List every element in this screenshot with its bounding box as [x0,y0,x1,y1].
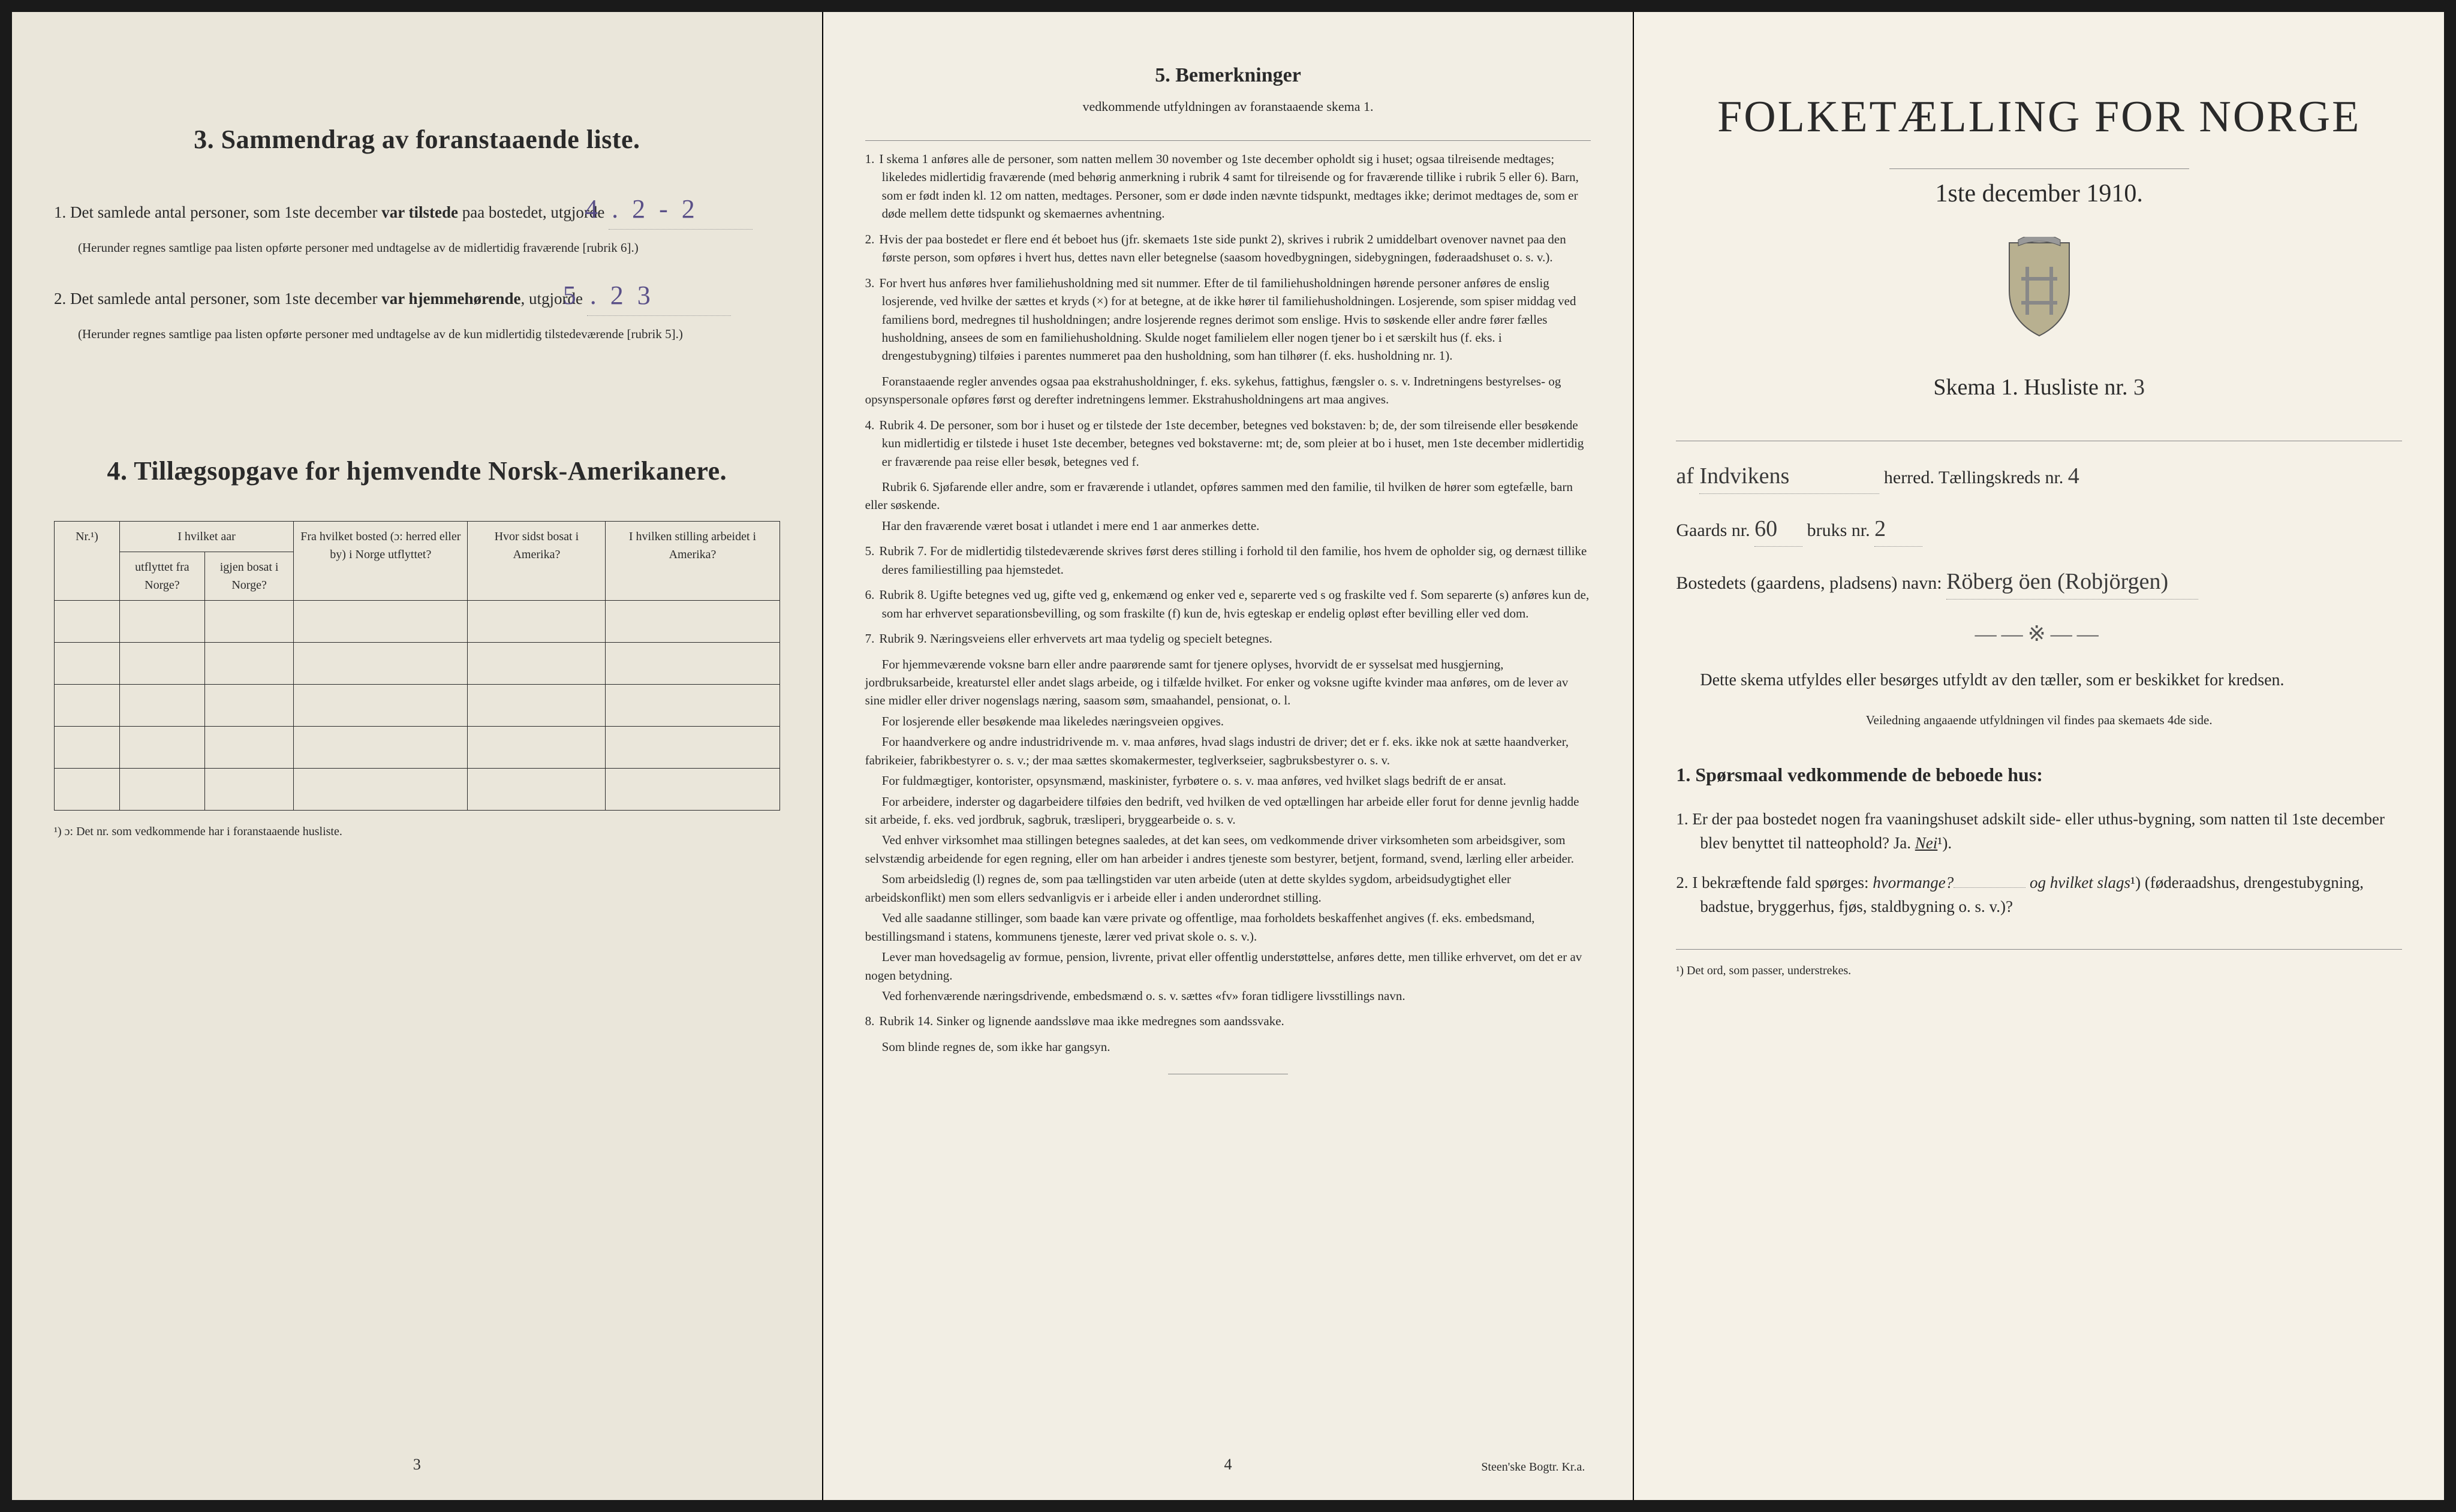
text: 1. Det samlede antal personer, som 1ste … [54,203,381,221]
text: herred. Tællingskreds nr. [1884,468,2063,487]
text: ¹). [1937,834,1952,852]
document-spread: 3. Sammendrag av foranstaaende liste. 1.… [12,12,2444,1500]
remark-7b: For hjemmeværende voksne barn eller andr… [865,655,1591,710]
nei-underlined: Nei [1915,834,1938,852]
remark-7k: Ved forhenværende næringsdrivende, embed… [865,987,1591,1005]
text-italic: hvilket slags [2050,874,2130,891]
th-igjen: igjen bosat i Norge? [205,552,294,601]
remark-8a: Rubrik 14. Sinker og lignende aandssløve… [879,1014,1284,1028]
remark-6: Rubrik 8. Ugifte betegnes ved ug, gifte … [879,588,1589,620]
text-bold: var hjemmehørende [381,290,520,308]
summary-item-2: 2. Det samlede antal personer, som 1ste … [54,276,780,344]
table-row [55,727,780,769]
instruction-2: Veiledning angaaende utfyldningen vil fi… [1676,711,2402,730]
section-4-title: 4. Tillægsopgave for hjemvendte Norsk-Am… [54,451,780,491]
handwritten-value-2: 5 . 2 3 [587,276,731,316]
footnote-4: ¹) ɔ: Det nr. som vedkommende har i fora… [54,823,780,841]
th-sidst: Hvor sidst bosat i Amerika? [468,522,606,601]
remark-7i: Ved alle saadanne stillinger, som baade … [865,909,1591,945]
census-title: FOLKETÆLLING FOR NORGE [1676,84,2402,150]
publisher: Steen'ske Bogtr. Kr.a. [1481,1458,1585,1476]
remark-8b: Som blinde regnes de, som ikke har gangs… [865,1038,1591,1056]
husliste-nr: 3 [2133,375,2145,400]
th-nr: Nr.¹) [55,522,120,601]
page-number: 3 [413,1453,421,1476]
remark-3b: Foranstaaende regler anvendes ogsaa paa … [865,372,1591,409]
table-row [55,601,780,643]
remark-7j: Lever man hovedsagelig av formue, pensio… [865,948,1591,984]
text: Gaards nr. [1676,520,1750,540]
sporsmaal-2: 2. I bekræftende fald spørges: hvormange… [1700,871,2402,919]
table-row [55,685,780,727]
remark-7f: For arbeidere, inderster og dagarbeidere… [865,793,1591,829]
coat-of-arms [1676,237,2402,347]
remark-1: I skema 1 anføres alle de personer, som … [879,152,1578,221]
handwritten-value-1: 4 . 2 - 2 [609,189,753,230]
th-bosted: Fra hvilket bosted (ɔ: herred eller by) … [294,522,468,601]
remark-7h: Som arbeidsledig (l) regnes de, som paa … [865,870,1591,906]
text: 2. Det samlede antal personer, som 1ste … [54,290,381,308]
remark-4b: Rubrik 6. Sjøfarende eller andre, som er… [865,478,1591,514]
text: af [1676,463,1699,489]
herred-name: Indvikens [1699,459,1879,494]
remark-3a: For hvert hus anføres hver familiehushol… [879,276,1576,363]
remark-4a: Rubrik 4. De personer, som bor i huset o… [879,418,1584,469]
remark-2: Hvis der paa bostedet er flere end ét be… [879,232,1566,264]
herred-line: af Indvikens herred. Tællingskreds nr. 4 [1676,459,2402,494]
page-3: 3. Sammendrag av foranstaaende liste. 1.… [12,12,822,1500]
census-date: 1ste december 1910. [1676,175,2402,213]
table-row [55,769,780,811]
page-title: FOLKETÆLLING FOR NORGE 1ste december 191… [1634,12,2444,1500]
remark-4c: Har den fraværende været bosat i utlande… [865,517,1591,535]
skema-line: Skema 1. Husliste nr. 3 [1676,371,2402,405]
text: Bostedets (gaardens, pladsens) navn: [1676,573,1942,593]
emigrant-table: Nr.¹) I hvilket aar Fra hvilket bosted (… [54,521,780,811]
table-row [55,643,780,685]
remark-5: Rubrik 7. For de midlertidig tilstedevær… [879,544,1587,576]
text: 1. Er der paa bostedet nogen fra vaaning… [1676,810,2385,853]
remarks-list: 1.I skema 1 anføres alle de personer, so… [865,150,1591,1056]
th-aar: I hvilket aar [119,522,293,552]
instruction-1: Dette skema utfyldes eller besørges utfy… [1676,668,2402,693]
text-italic: hvormange? [1873,874,1954,891]
text-bold: var tilstede [381,203,458,221]
th-stilling: I hvilken stilling arbeidet i Amerika? [606,522,779,601]
gaards-nr: 60 [1754,512,1802,547]
section-5-sub: vedkommende utfyldningen av foranstaaend… [865,97,1591,116]
text: og [2025,874,2050,891]
note-1: (Herunder regnes samtlige paa listen opf… [78,239,780,258]
note-2: (Herunder regnes samtlige paa listen opf… [78,325,780,344]
text: bruks nr. [1807,520,1870,540]
page-4: 5. Bemerkninger vedkommende utfyldningen… [823,12,1633,1500]
remark-7a: Rubrik 9. Næringsveiens eller erhvervets… [879,631,1272,646]
summary-item-1: 1. Det samlede antal personer, som 1ste … [54,189,780,258]
kreds-nr: 4 [2068,463,2079,489]
bosted-navn: Röberg öen (Robjörgen) [1946,565,2198,600]
sporsmaal-1: 1. Er der paa bostedet nogen fra vaaning… [1700,807,2402,856]
remark-7e: For fuldmægtiger, kontorister, opsynsmæn… [865,772,1591,790]
remark-7g: Ved enhver virksomhet maa stillingen bet… [865,831,1591,868]
text: Skema 1. Husliste nr. [1933,375,2127,400]
bruks-nr: 2 [1874,512,1922,547]
remark-7c: For losjerende eller besøkende maa likel… [865,712,1591,730]
remark-7d: For haandverkere og andre industridriven… [865,733,1591,769]
sporsmaal-title: 1. Spørsmaal vedkommende de beboede hus: [1676,760,2402,789]
page-number: 4 [1224,1453,1232,1476]
text: paa bostedet, utgjorde [458,203,604,221]
th-utfl: utflyttet fra Norge? [119,552,204,601]
section-3-title: 3. Sammendrag av foranstaaende liste. [54,120,780,159]
footnote: ¹) Det ord, som passer, understrekes. [1676,962,2402,980]
bosted-line: Bostedets (gaardens, pladsens) navn: Röb… [1676,565,2402,600]
gaards-line: Gaards nr. 60 bruks nr. 2 [1676,512,2402,547]
ornament: ――※―― [1676,618,2402,650]
text: 2. I bekræftende fald spørges: [1676,874,1873,891]
section-5-title: 5. Bemerkninger [865,60,1591,91]
